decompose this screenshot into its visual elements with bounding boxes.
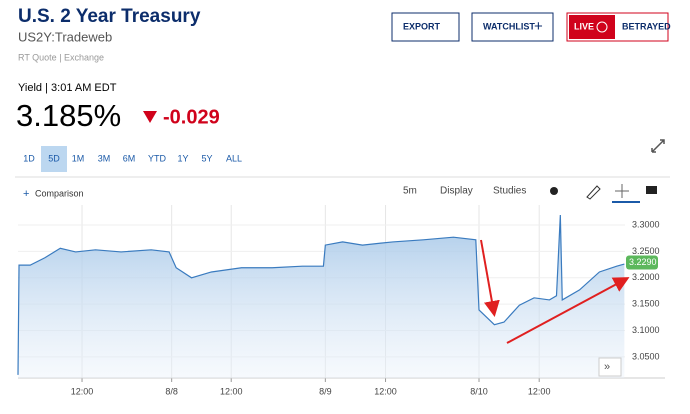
x-tick-label: 8/10 (470, 386, 488, 396)
export-button[interactable] (391, 12, 460, 42)
x-tick-label: 8/9 (319, 386, 332, 396)
comment-icon[interactable] (646, 186, 657, 194)
watchlist-label[interactable]: WATCHLIST (483, 21, 535, 31)
range-button[interactable]: ALL (226, 153, 242, 163)
x-tick-label: 8/8 (165, 386, 178, 396)
range-button[interactable]: 5Y (201, 153, 212, 163)
studies[interactable]: Studies (493, 186, 526, 197)
area (18, 215, 625, 378)
range-button[interactable]: 1M (72, 153, 85, 163)
export-label[interactable]: EXPORT (403, 21, 441, 31)
plus-icon: + (23, 188, 29, 200)
range-selected (41, 146, 67, 172)
range-button[interactable]: 5D (48, 153, 60, 163)
title: U.S. 2 Year Treasury (18, 6, 201, 27)
expand-icon[interactable] (651, 139, 665, 153)
line (17, 214, 625, 375)
range-button[interactable]: YTD (148, 153, 167, 163)
price: 3.185% (16, 98, 121, 133)
y-tick-label: 3.1000 (632, 325, 660, 335)
x-tick-label: 12:00 (71, 386, 94, 396)
last-price-badge (626, 255, 658, 270)
y-tick-label: 3.3000 (632, 219, 660, 229)
crosshair-icon[interactable] (615, 184, 629, 198)
watchlist-button[interactable] (471, 12, 554, 42)
x-tick-label: 12:00 (374, 386, 397, 396)
last-price-label: 3.2290 (629, 257, 657, 267)
quote-label: Yield | 3:01 AM EDT (18, 82, 117, 94)
x-tick-label: 12:00 (528, 386, 551, 396)
change: -0.029 (163, 106, 220, 128)
y-tick-label: 3.1500 (632, 299, 660, 309)
scroll-button[interactable] (598, 357, 622, 377)
interval[interactable]: 5m (403, 186, 417, 197)
source: RT Quote | Exchange (18, 52, 104, 62)
y-tick-label: 3.0500 (632, 351, 660, 361)
live-label[interactable]: LIVE (574, 21, 594, 31)
annotation-arrow (480, 239, 500, 317)
comparison[interactable]: Comparison (35, 188, 84, 198)
annotation-arrow (506, 277, 630, 344)
y-tick-label: 3.2500 (632, 246, 660, 256)
range-button[interactable]: 1Y (177, 153, 188, 163)
settings-icon[interactable] (550, 187, 558, 195)
range-button[interactable]: 3M (98, 153, 111, 163)
display[interactable]: Display (440, 186, 473, 197)
symbol: US2Y:Tradeweb (18, 29, 112, 44)
y-tick-label: 3.2000 (632, 272, 660, 282)
scroll-icon: » (604, 361, 610, 373)
x-tick-label: 12:00 (220, 386, 243, 396)
range-button[interactable]: 1D (23, 153, 35, 163)
play-icon (596, 21, 608, 33)
range-button[interactable]: 6M (123, 153, 136, 163)
plus-icon: + (534, 18, 543, 35)
draw-icon[interactable] (586, 185, 601, 200)
down-arrow (143, 111, 157, 123)
betrayed-label[interactable]: BETRAYED (622, 21, 671, 31)
